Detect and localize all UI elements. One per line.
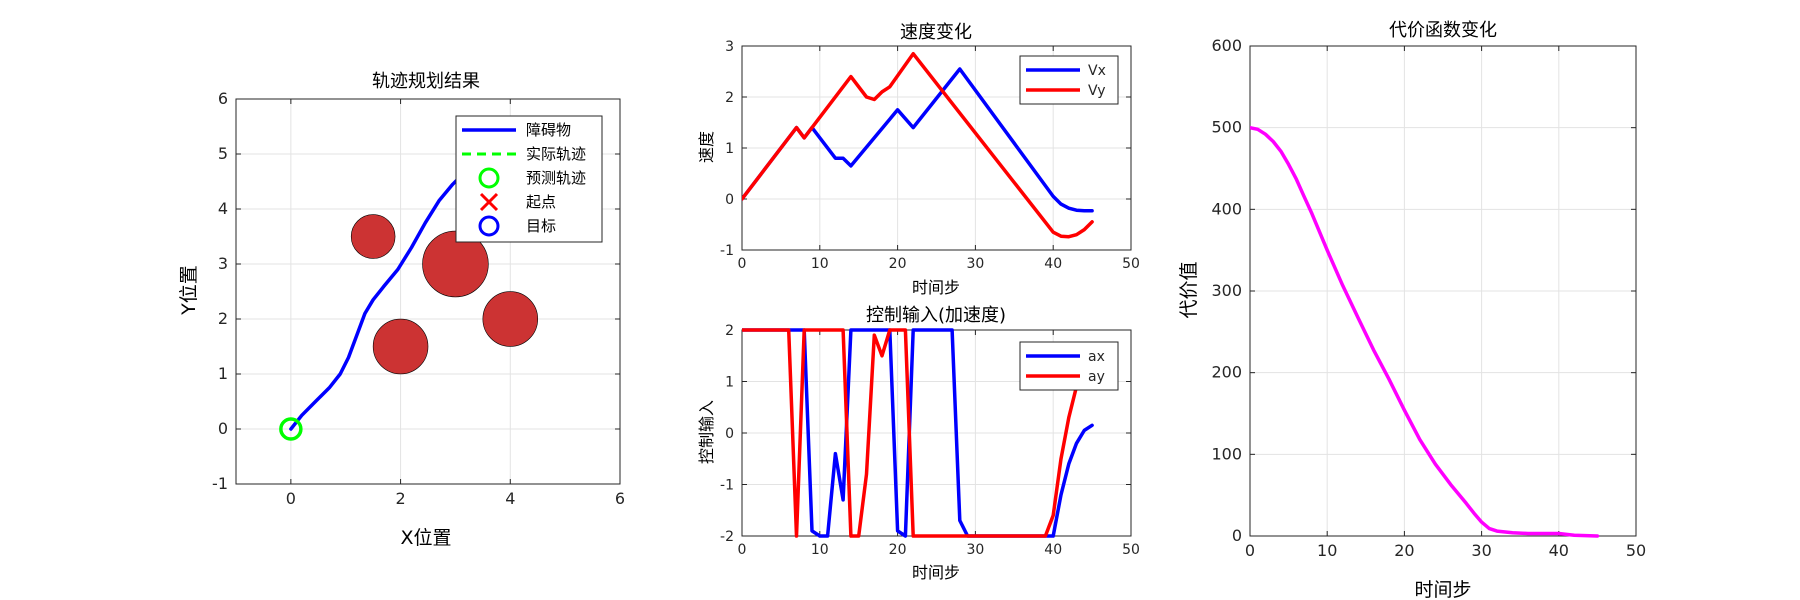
velocity-ytick-label: 0 [725, 192, 734, 208]
control-ytick-label: -2 [720, 529, 734, 545]
cost-ytick-label: 100 [1211, 444, 1242, 463]
control-ytick-label: 0 [725, 426, 734, 442]
velocity-plot-xlabel: 时间步 [912, 278, 960, 297]
control-xtick-label: 0 [738, 542, 747, 558]
control-plot-xlabel: 时间步 [912, 563, 960, 582]
legend-label: 目标 [526, 217, 556, 235]
cost-ytick-label: 200 [1211, 363, 1242, 382]
cost-xtick-label: 40 [1549, 541, 1569, 560]
control-plot-title: 控制输入(加速度) [866, 305, 1006, 326]
velocity-plot-ylabel: 速度 [697, 131, 716, 163]
trajectory-ytick-label: 4 [218, 199, 228, 218]
legend-label: 起点 [526, 193, 556, 211]
cost-plot-ylabel: 代价值 [1178, 261, 1200, 318]
trajectory-ytick-label: 3 [218, 254, 228, 273]
cost-xtick-label: 30 [1471, 541, 1491, 560]
control-ytick-label: 2 [725, 323, 734, 339]
trajectory-ytick-label: 2 [218, 309, 228, 328]
control-legend-label-ax: ax [1088, 349, 1105, 365]
trajectory-xtick-label: 0 [286, 489, 296, 508]
legend-label: 实际轨迹 [526, 145, 586, 163]
control-legend-label-ay: ay [1088, 369, 1105, 385]
control-ytick-label: 1 [725, 375, 734, 391]
control-plot-ylabel: 控制输入 [697, 400, 716, 464]
cost-xtick-label: 0 [1245, 541, 1255, 560]
obstacle-circle [372, 318, 429, 375]
cost-plot: 代价函数变化 时间步 代价值 0 10 20 30 40 5001002003004005… [1178, 20, 1646, 600]
cost-ytick-label: 400 [1211, 199, 1242, 218]
velocity-legend-label-Vx: Vx [1088, 63, 1106, 79]
trajectory-ytick-label: 5 [218, 144, 228, 163]
control-series-group [742, 328, 1094, 538]
cost-series-group [1250, 125, 1600, 538]
obstacle-circle [422, 230, 489, 298]
cost-ytick-label: 0 [1232, 526, 1242, 545]
velocity-xtick-label: 20 [889, 256, 907, 272]
control-legend-box [1019, 341, 1119, 391]
trajectory-xtick-label: 6 [615, 489, 625, 508]
control-xtick-label: 40 [1044, 542, 1062, 558]
velocity-legend-box [1019, 55, 1119, 105]
trajectory-plot-ylabel: Y位置 [178, 265, 200, 316]
trajectory-plot-xlabel: X位置 [400, 527, 451, 549]
legend-circle-icon [478, 167, 500, 189]
cost-plot-title: 代价函数变化 [1389, 20, 1497, 41]
cost-xtick-label: 20 [1394, 541, 1414, 560]
cost-ytick-label: 300 [1211, 281, 1242, 300]
control-xtick-label: 10 [811, 542, 829, 558]
trajectory-ytick-label: 0 [218, 419, 228, 438]
legend-circle-icon [478, 215, 500, 237]
trajectory-xtick-label: 4 [505, 489, 515, 508]
legend-x-icon [479, 192, 499, 212]
velocity-ytick-label: 3 [725, 39, 734, 55]
cost-ytick-label: 600 [1211, 36, 1242, 55]
velocity-xtick-label: 30 [966, 256, 984, 272]
control-series-ax [742, 328, 1094, 538]
legend-label: 障碍物 [526, 121, 571, 139]
velocity-legend: Vx Vy [1019, 55, 1119, 105]
trajectory-xtick-label: 2 [395, 489, 405, 508]
cost-plot-xlabel: 时间步 [1414, 579, 1471, 600]
start-marker [279, 417, 303, 441]
control-series-ay [742, 328, 1079, 538]
cost-series-cost [1250, 125, 1600, 538]
velocity-legend-label-Vy: Vy [1088, 83, 1106, 99]
control-xtick-label: 30 [966, 542, 984, 558]
cost-xtick-label: 50 [1626, 541, 1646, 560]
trajectory-ytick-label: 1 [218, 364, 228, 383]
control-legend: ax ay [1019, 341, 1119, 391]
obstacle-circle [350, 214, 396, 259]
legend-label: 预测轨迹 [526, 169, 586, 187]
velocity-xtick-label: 40 [1044, 256, 1062, 272]
velocity-xtick-label: 0 [738, 256, 747, 272]
control-plot: 控制输入(加速度) 时间步 控制输入 0 10 20 30 40 50-2-1012axa… [697, 305, 1140, 582]
velocity-xtick-label: 10 [811, 256, 829, 272]
velocity-series-group [742, 51, 1094, 239]
trajectory-plot-title: 轨迹规划结果 [372, 71, 480, 92]
velocity-series-Vy [742, 51, 1094, 239]
trajectory-plot: 轨迹规划结果 X位置 Y位置 0 2 4 6 -1 0 1 2 3 4 5 6 障碍物实际轨迹预测轨迹起… [178, 71, 625, 549]
control-ytick-label: -1 [720, 478, 734, 494]
trajectory-ytick-label: 6 [218, 89, 228, 108]
cost-ytick-label: 500 [1211, 118, 1242, 137]
obstacle-circle [482, 291, 539, 347]
velocity-plot-title: 速度变化 [900, 22, 972, 43]
control-xtick-label: 20 [889, 542, 907, 558]
velocity-ytick-label: -1 [720, 243, 734, 259]
control-xtick-label: 50 [1122, 542, 1140, 558]
trajectory-axes-frame [235, 98, 621, 485]
trajectory-ytick-label: -1 [212, 474, 228, 493]
velocity-xtick-label: 50 [1122, 256, 1140, 272]
trajectory-line [289, 168, 469, 431]
velocity-ytick-label: 1 [725, 141, 734, 157]
velocity-ytick-label: 2 [725, 90, 734, 106]
cost-xtick-label: 10 [1317, 541, 1337, 560]
